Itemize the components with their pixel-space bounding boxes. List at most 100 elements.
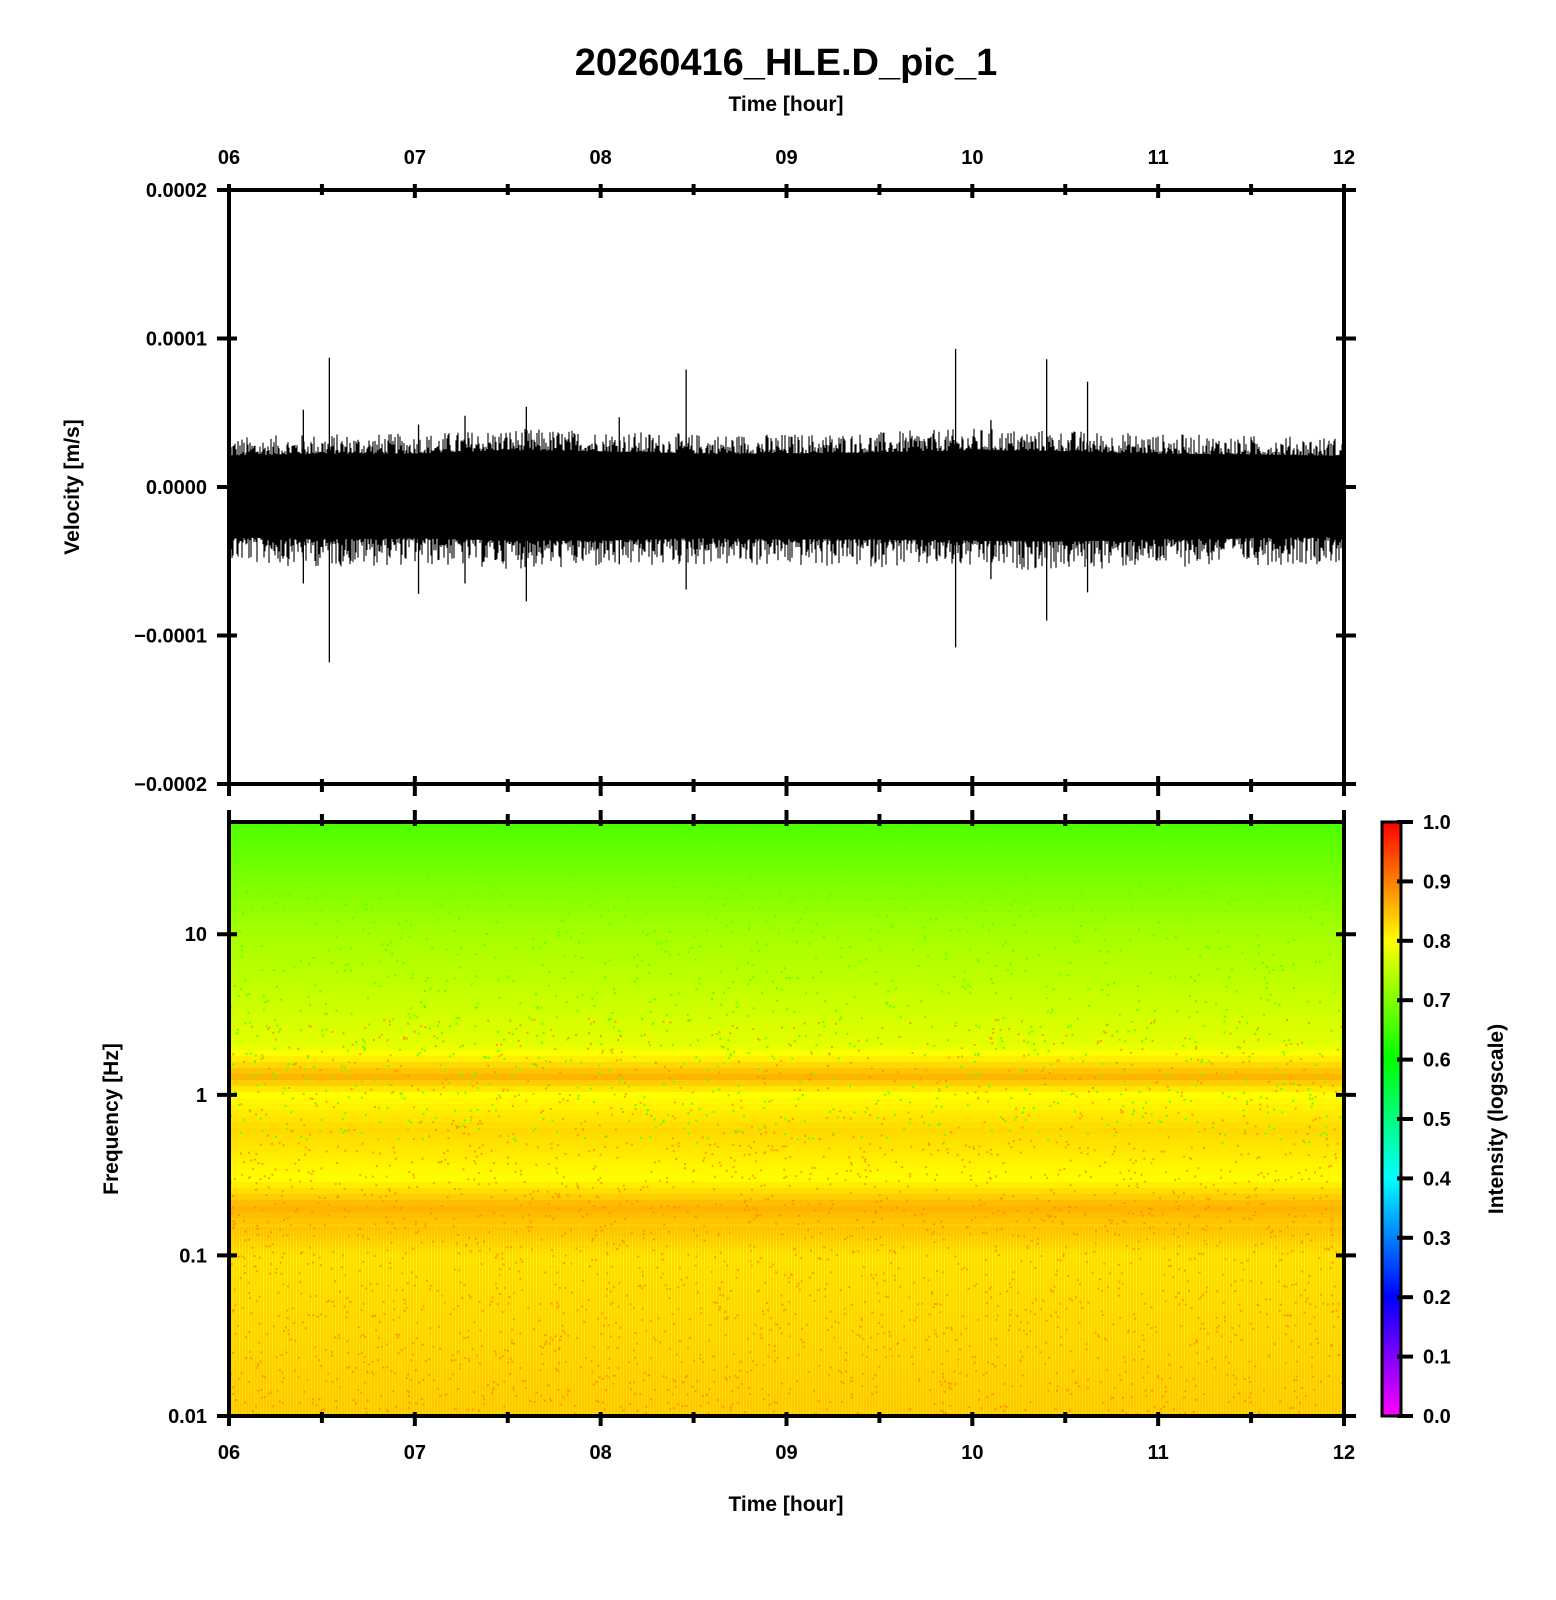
spec-bottom-xtick-label: 12 — [1333, 1442, 1355, 1464]
chart-title: 20260416_HLE.D_pic_1 — [575, 42, 998, 84]
spec-band — [229, 1200, 1344, 1207]
colorbar-tick-label: 0.3 — [1423, 1228, 1451, 1250]
spec-band — [229, 846, 1344, 853]
spec-band — [229, 1032, 1344, 1039]
spec-band — [229, 1110, 1344, 1117]
top-x-axis-label: Time [hour] — [728, 93, 843, 116]
spec-bottom-xtick-label: 09 — [775, 1442, 797, 1464]
spec-band — [229, 1146, 1344, 1153]
spec-band — [229, 1008, 1344, 1015]
spec-ytick-label: 10 — [185, 924, 207, 946]
colorbar-tick-label: 0.2 — [1423, 1287, 1451, 1309]
spec-ytick-label: 1 — [196, 1085, 207, 1107]
spec-band — [229, 882, 1344, 889]
spec-band — [229, 1128, 1344, 1135]
colorbar-label: Intensity (logscale) — [1485, 1024, 1508, 1214]
waveform-ticks: 06 07 08 09 10 11 12 0.0002 0.0001 0.0000 −0.0001 −… — [134, 147, 1356, 796]
spec-band — [229, 1092, 1344, 1099]
colorbar-ticks: 1.0 0.9 0.8 0.7 0.6 0.5 0.4 0.3 0.2 0.1 0.0 — [1397, 812, 1452, 1428]
spec-band — [229, 972, 1344, 979]
spec-band — [229, 912, 1344, 919]
wave-ytick-label: 0.0001 — [146, 329, 207, 351]
spec-band — [229, 888, 1344, 895]
spec-band — [229, 1020, 1344, 1027]
colorbar-tick-label: 0.4 — [1423, 1168, 1452, 1190]
spec-band — [229, 828, 1344, 835]
wave-ytick-label: −0.0002 — [134, 774, 207, 796]
spec-band — [229, 984, 1344, 991]
wave-top-xtick-label: 08 — [590, 147, 612, 169]
spec-band — [229, 1086, 1344, 1093]
spec-band — [229, 996, 1344, 1003]
waveform-y-axis-label: Velocity [m/s] — [61, 419, 84, 554]
spec-band — [229, 1056, 1344, 1063]
colorbar: 1.0 0.9 0.8 0.7 0.6 0.5 0.4 0.3 0.2 0.1 0.0 Intens… — [1380, 812, 1508, 1428]
colorbar-tick-label: 0.9 — [1423, 871, 1451, 893]
wave-ytick-label: 0.0000 — [146, 477, 207, 499]
spec-band — [229, 906, 1344, 913]
spec-band — [229, 1014, 1344, 1021]
spec-bottom-xtick-label: 08 — [590, 1442, 612, 1464]
spec-band — [229, 840, 1344, 847]
spectrogram-y-axis-label: Frequency [Hz] — [100, 1043, 123, 1195]
spec-band — [229, 1218, 1344, 1225]
spec-ytick-label: 0.01 — [168, 1406, 207, 1428]
spec-band — [229, 954, 1344, 961]
spec-bottom-xtick-label: 07 — [404, 1442, 426, 1464]
colorbar-tick-label: 0.7 — [1423, 990, 1451, 1012]
spec-band — [229, 1122, 1344, 1129]
spec-band — [229, 1062, 1344, 1069]
spec-band — [229, 1176, 1344, 1183]
spec-band — [229, 1206, 1344, 1213]
wave-ytick-label: 0.0002 — [146, 180, 207, 202]
wave-top-xtick-label: 06 — [218, 147, 240, 169]
spec-band — [229, 918, 1344, 925]
spec-band — [229, 1182, 1344, 1189]
velocity-trace — [229, 348, 1344, 663]
colorbar-tick-label: 1.0 — [1423, 812, 1451, 834]
spec-speckle-high — [229, 1017, 1344, 1416]
spec-band — [229, 1170, 1344, 1177]
spec-band — [229, 1164, 1344, 1171]
spec-band — [229, 1194, 1344, 1201]
spec-band — [229, 930, 1344, 937]
spectrogram-image — [229, 822, 1344, 1416]
spec-bottom-xtick-label: 11 — [1148, 1442, 1169, 1464]
spec-band — [229, 870, 1344, 877]
wave-top-xtick-label: 12 — [1333, 147, 1355, 169]
spec-band — [229, 1152, 1344, 1159]
wave-top-xtick-label: 11 — [1148, 147, 1169, 169]
spec-band — [229, 978, 1344, 985]
colorbar-tick-label: 0.0 — [1423, 1406, 1451, 1428]
spec-band — [229, 1050, 1344, 1057]
spec-ytick-label: 0.1 — [179, 1245, 207, 1267]
wave-top-xtick-label: 10 — [961, 147, 983, 169]
spec-band — [229, 1026, 1344, 1033]
spec-band — [229, 858, 1344, 865]
spec-band — [229, 1104, 1344, 1111]
spec-band — [229, 1074, 1344, 1081]
spec-band — [229, 894, 1344, 901]
spec-band — [229, 942, 1344, 949]
colorbar-tick-label: 0.1 — [1423, 1347, 1451, 1369]
spec-band — [229, 900, 1344, 907]
spec-band — [229, 1140, 1344, 1147]
spec-band — [229, 936, 1344, 943]
spec-band — [229, 1044, 1344, 1051]
bottom-x-axis-label: Time [hour] — [728, 1493, 843, 1516]
spec-band — [229, 864, 1344, 871]
spec-band — [229, 990, 1344, 997]
waveform-panel: 06 07 08 09 10 11 12 0.0002 0.0001 0.0000 −0.0001 −… — [61, 147, 1356, 796]
spec-bottom-xtick-label: 10 — [961, 1442, 983, 1464]
wave-ytick-label: −0.0001 — [134, 626, 207, 648]
spec-band — [229, 1038, 1344, 1045]
spec-band — [229, 1098, 1344, 1105]
spec-band — [229, 1068, 1344, 1075]
spec-band — [229, 834, 1344, 841]
colorbar-tick-label: 0.5 — [1423, 1109, 1451, 1131]
spec-band — [229, 1158, 1344, 1165]
spec-band — [229, 1212, 1344, 1219]
spec-band — [229, 924, 1344, 931]
